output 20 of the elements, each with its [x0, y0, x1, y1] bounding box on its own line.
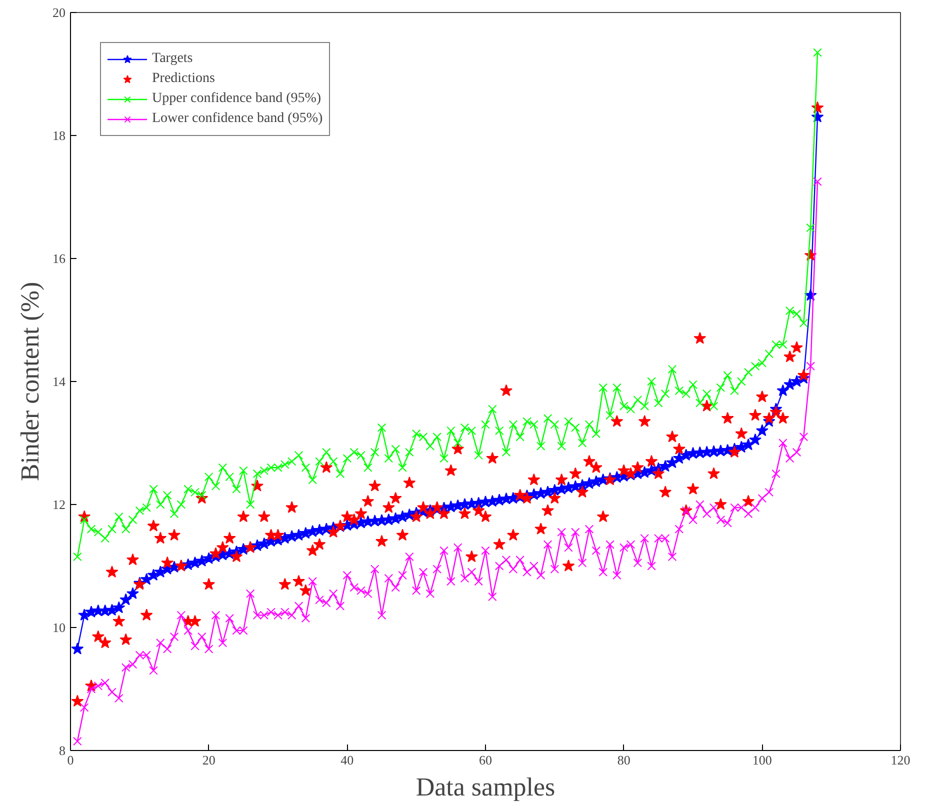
- x-tick-label: 0: [67, 752, 74, 768]
- x-tick-label: 60: [479, 752, 492, 768]
- x-tick-label: 100: [752, 752, 772, 768]
- legend-label: Predictions: [152, 71, 215, 87]
- x-tick-label: 20: [202, 752, 216, 768]
- x-tick-label: 40: [340, 752, 354, 768]
- x-tick-label: 80: [617, 752, 630, 768]
- y-tick-label: 16: [52, 251, 66, 266]
- y-tick-label: 14: [52, 374, 66, 389]
- y-axis-title: Binder content (%): [16, 282, 44, 482]
- x-tick-label: 120: [890, 752, 910, 768]
- y-tick-label: 8: [59, 743, 66, 758]
- legend-label: Targets: [152, 51, 193, 67]
- y-tick-label: 18: [52, 128, 66, 143]
- legend-label: Upper confidence band (95%): [152, 91, 322, 107]
- y-tick-label: 10: [52, 620, 66, 635]
- y-tick-label: 20: [52, 5, 66, 20]
- y-tick-label: 12: [52, 497, 66, 512]
- legend-label: Lower confidence band (95%): [152, 111, 323, 127]
- x-axis-title: Data samples: [416, 772, 556, 802]
